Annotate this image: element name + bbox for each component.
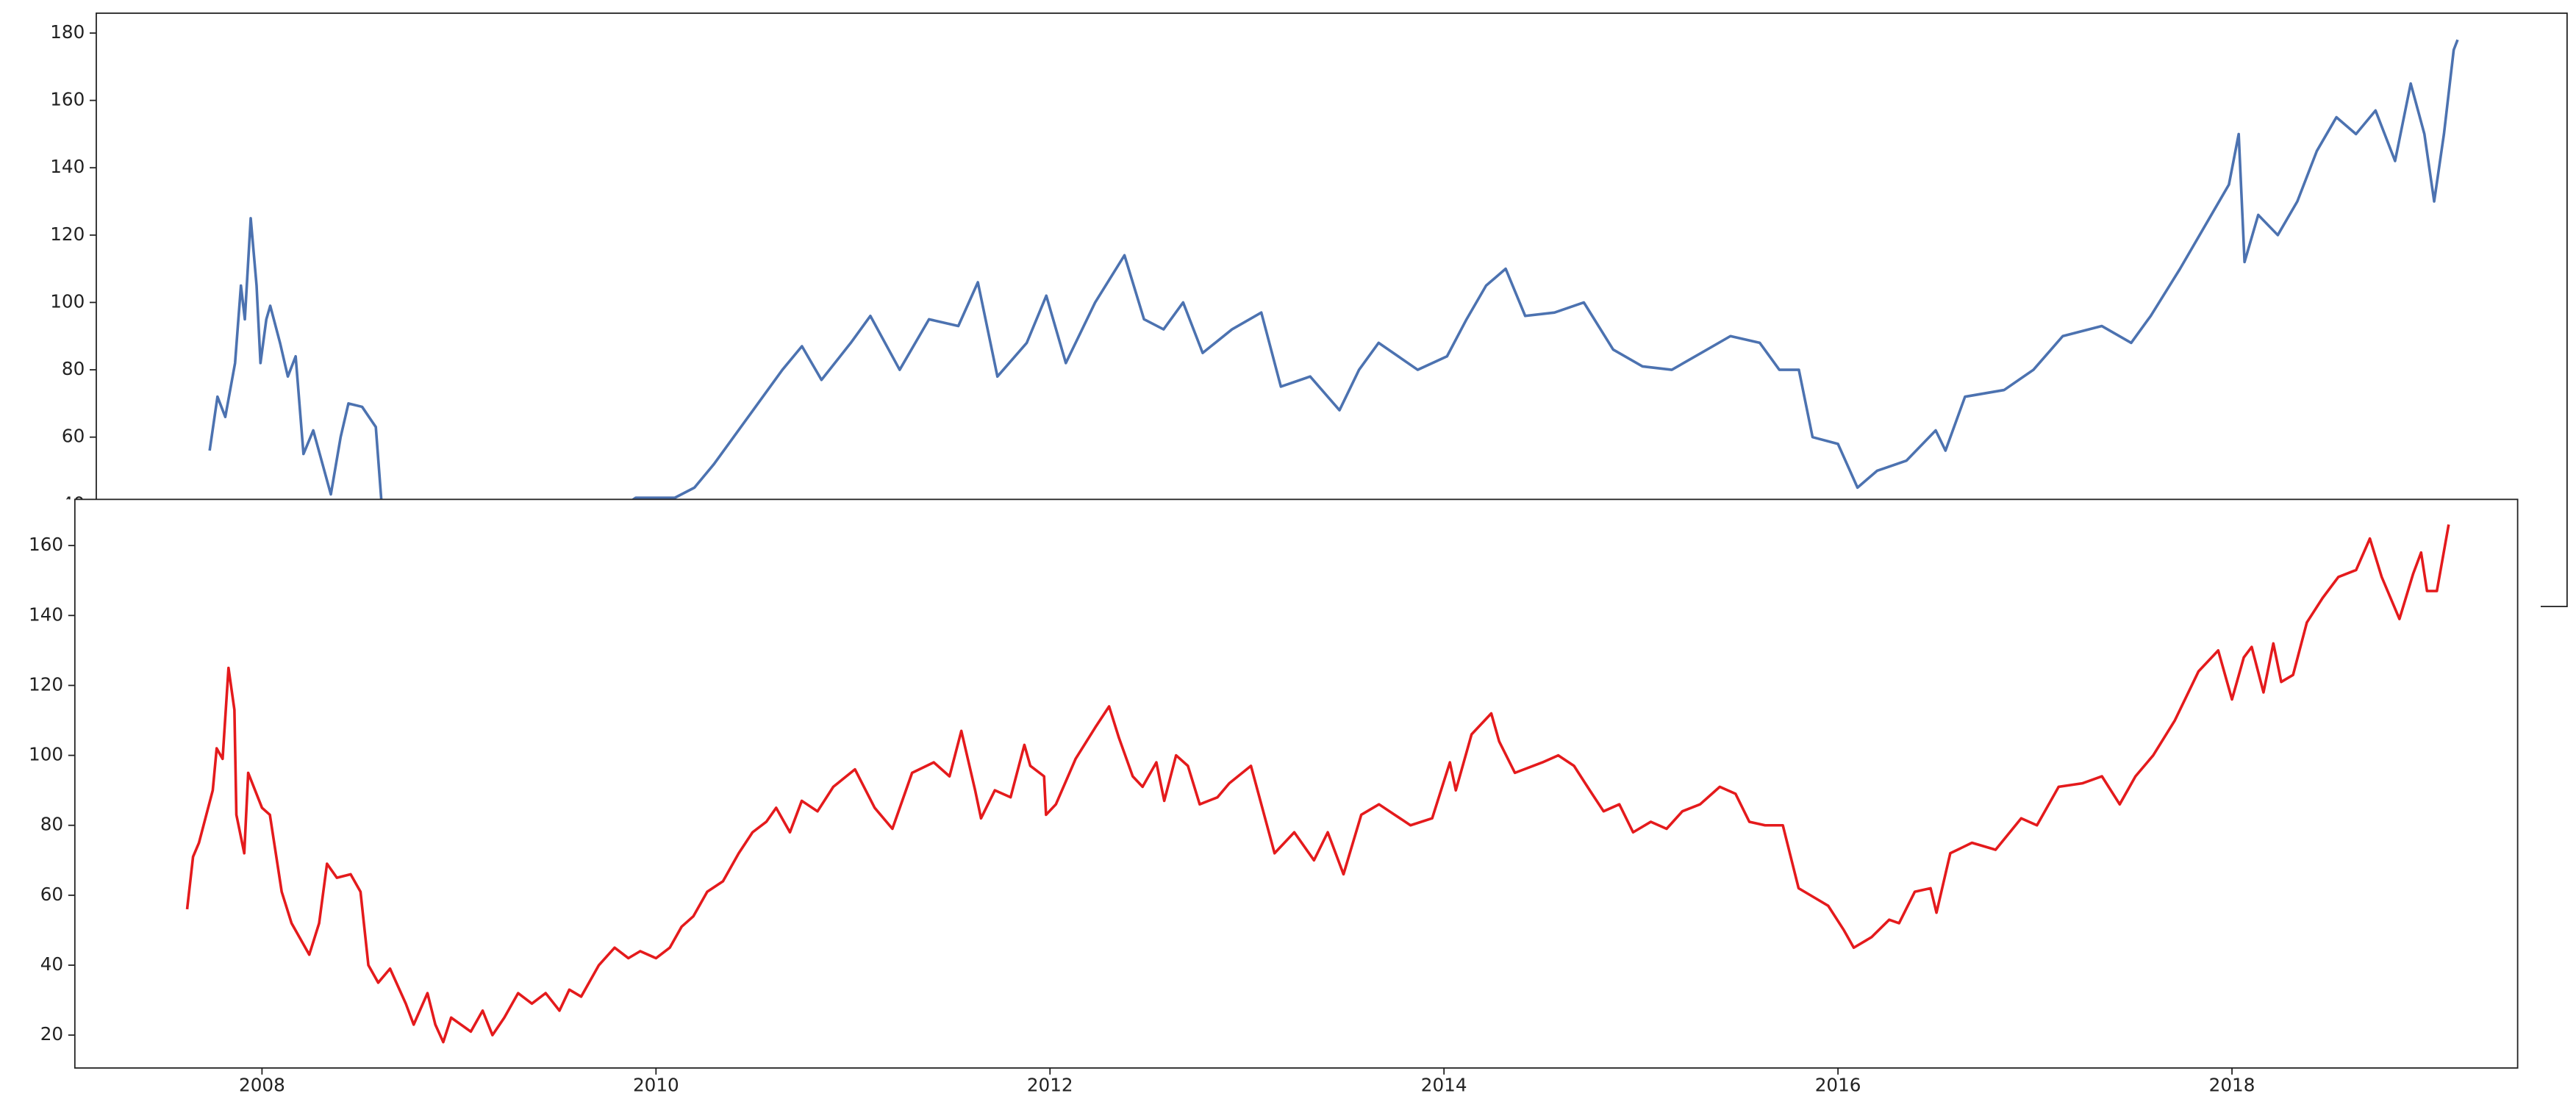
y-tick-label: 140 — [29, 603, 63, 625]
x-tick-label: 2012 — [1027, 1075, 1073, 1096]
x-tick-label: 2018 — [2209, 1075, 2255, 1096]
panel-background — [2, 499, 2541, 1096]
plot-area — [185, 524, 2450, 1044]
y-tick-label: 20 — [40, 1023, 63, 1045]
x-tick-label: 2014 — [1421, 1075, 1467, 1096]
y-tick-label: 140 — [50, 156, 85, 177]
y-tick-label: 80 — [62, 358, 85, 379]
x-tick-label: 2010 — [633, 1075, 679, 1096]
y-tick-label: 60 — [40, 884, 63, 905]
y-tick-label: 100 — [50, 290, 85, 312]
x-tick-label: 2016 — [1815, 1075, 1861, 1096]
plot-area — [208, 39, 2459, 580]
y-tick-label: 120 — [29, 673, 63, 695]
x-tick-label: 2008 — [239, 1075, 285, 1096]
y-tick-label: 60 — [62, 426, 85, 447]
data-line — [185, 524, 2450, 1044]
y-tick-label: 180 — [50, 21, 85, 43]
y-tick-label: 80 — [40, 814, 63, 835]
y-tick-label: 160 — [50, 89, 85, 110]
data-line — [208, 39, 2459, 580]
y-tick-label: 100 — [29, 744, 63, 765]
axes-frame — [74, 498, 2519, 1069]
y-tick-label: 40 — [40, 953, 63, 975]
y-tick-label: 160 — [29, 534, 63, 555]
y-tick-label: 120 — [50, 223, 85, 245]
